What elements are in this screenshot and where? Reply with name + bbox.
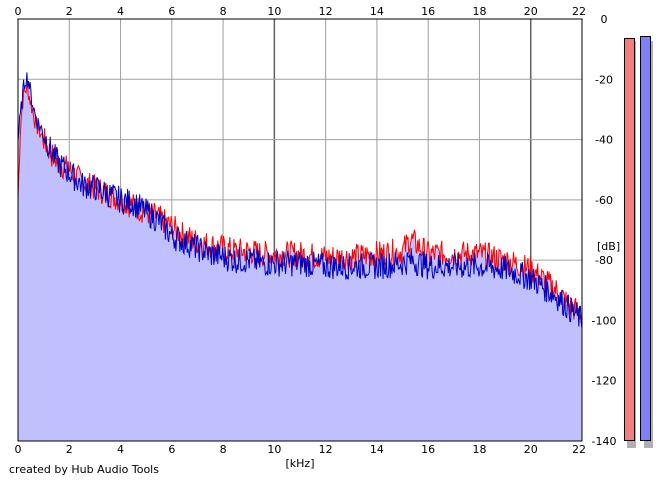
x-tick-label-top: 16 <box>421 5 435 18</box>
plot-frame <box>17 18 583 442</box>
y-axis-label: [dB] <box>597 240 620 253</box>
x-tick-label-bottom: 12 <box>319 443 333 456</box>
y-tick-label: -100 <box>592 314 617 327</box>
x-tick-label-top: 18 <box>472 5 486 18</box>
credit-text: created by Hub Audio Tools <box>9 463 159 476</box>
series-line-1 <box>17 72 583 329</box>
y-tick-label: -40 <box>595 134 613 147</box>
y-tick-label: -140 <box>592 435 617 448</box>
x-tick-label-top: 6 <box>168 5 175 18</box>
x-tick-label-top: 12 <box>319 5 333 18</box>
x-tick-label-bottom: 20 <box>524 443 538 456</box>
level-meter-left <box>624 38 635 441</box>
tick-labels: 002244668810101212141416161818202022220-… <box>15 5 617 456</box>
x-tick-label-bottom: 6 <box>168 443 175 456</box>
series-lines <box>17 72 583 329</box>
level-meter-right <box>640 36 651 441</box>
x-tick-label-top: 10 <box>267 5 281 18</box>
x-tick-label-bottom: 10 <box>267 443 281 456</box>
x-tick-label-bottom: 2 <box>66 443 73 456</box>
x-tick-label-bottom: 18 <box>472 443 486 456</box>
x-tick-label-top: 4 <box>117 5 124 18</box>
x-tick-label-top: 2 <box>66 5 73 18</box>
x-axis-label: [kHz] <box>286 457 315 470</box>
y-tick-label: -120 <box>592 375 617 388</box>
x-tick-label-top: 8 <box>220 5 227 18</box>
y-tick-label: -80 <box>595 254 613 267</box>
x-tick-label-bottom: 0 <box>15 443 22 456</box>
x-tick-label-top: 20 <box>524 5 538 18</box>
x-tick-label-bottom: 16 <box>421 443 435 456</box>
x-tick-label-top: 14 <box>370 5 384 18</box>
x-tick-label-bottom: 8 <box>220 443 227 456</box>
x-tick-label-bottom: 22 <box>572 443 586 456</box>
y-tick-label: -20 <box>595 73 613 86</box>
x-tick-label-bottom: 14 <box>370 443 384 456</box>
y-tick-label: -60 <box>595 194 613 207</box>
x-tick-label-top: 0 <box>15 5 22 18</box>
x-tick-label-top: 22 <box>572 5 586 18</box>
y-tick-label: 0 <box>601 13 608 26</box>
x-tick-label-bottom: 4 <box>117 443 124 456</box>
